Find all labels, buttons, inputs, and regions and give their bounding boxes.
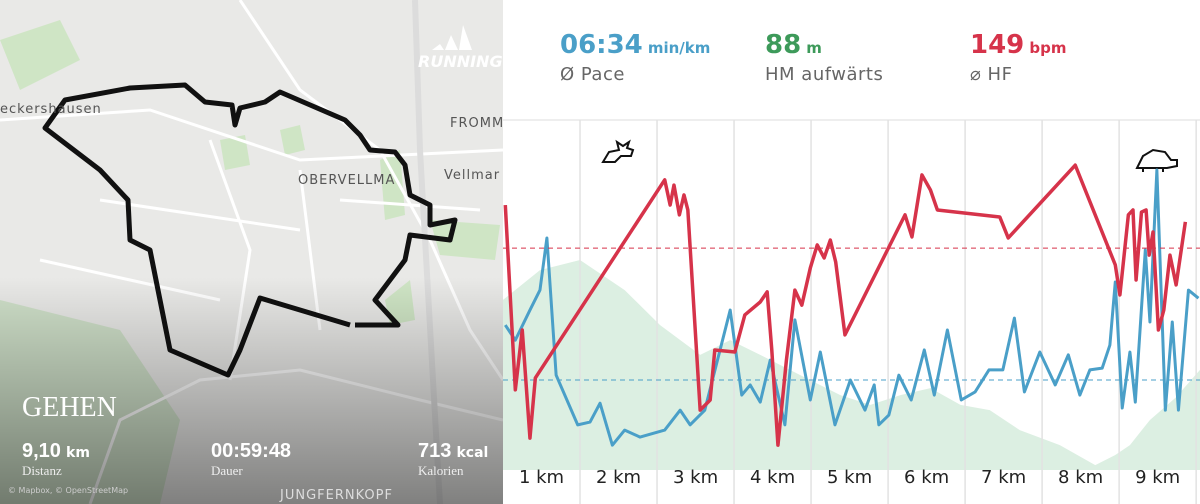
brand: RUNNING bbox=[418, 52, 503, 71]
x-tick-label: 1 km bbox=[519, 467, 564, 488]
x-tick-label: 5 km bbox=[827, 467, 872, 488]
summary-unit: km bbox=[66, 445, 90, 461]
place-label: eckershausen bbox=[0, 102, 102, 117]
stat: 06:34 min/km Ø Pace bbox=[560, 30, 710, 85]
chart: 1 km 2 km 3 km 4 km 5 km 6 km 7 km 8 km 9 km bbox=[503, 119, 1200, 504]
x-tick-label: 7 km bbox=[981, 467, 1026, 488]
stat-label: Ø Pace bbox=[560, 64, 625, 85]
stat: 88 m HM aufwärts bbox=[765, 30, 883, 85]
stat-unit: bpm bbox=[1029, 39, 1067, 57]
stat: 149 bpm ⌀ HF bbox=[970, 30, 1066, 85]
x-tick-label: 4 km bbox=[750, 467, 795, 488]
x-tick-label: 9 km bbox=[1135, 467, 1180, 488]
rabbit-icon bbox=[601, 139, 635, 163]
stat-value: 88 bbox=[765, 30, 802, 60]
stat-unit: m bbox=[806, 39, 822, 57]
summary-value: 713 bbox=[418, 440, 452, 462]
place-label: Vellmar bbox=[444, 168, 501, 183]
summary-item: 713 kcal Kalorien bbox=[418, 440, 488, 479]
x-tick-label: 6 km bbox=[904, 467, 949, 488]
stat-value: 06:34 bbox=[560, 30, 643, 60]
summary-value: 9,10 bbox=[22, 440, 61, 462]
x-tick-label: 8 km bbox=[1058, 467, 1103, 488]
stat-value: 149 bbox=[970, 30, 1025, 60]
place-label: JUNGFERNKOPF bbox=[280, 488, 393, 503]
summary-item: 00:59:48 Dauer bbox=[211, 440, 291, 479]
place-label: OBERVELLMA bbox=[298, 173, 396, 188]
series-line bbox=[504, 168, 1200, 447]
map-graphics bbox=[0, 0, 503, 504]
place-label: FROMM bbox=[450, 116, 503, 131]
stat-label: ⌀ HF bbox=[970, 64, 1013, 85]
summary-unit: kcal bbox=[456, 445, 489, 461]
brand-logo bbox=[432, 25, 472, 50]
summary-label: Kalorien bbox=[418, 463, 464, 478]
stat-label: HM aufwärts bbox=[765, 64, 884, 85]
elevation-area bbox=[503, 260, 1200, 470]
activity: GEHEN bbox=[22, 392, 117, 423]
turtle-icon bbox=[1135, 148, 1178, 172]
x-tick-label: 3 km bbox=[673, 467, 718, 488]
shade bbox=[0, 0, 503, 504]
x-tick-label: 2 km bbox=[596, 467, 641, 488]
attribution: © Mapbox, © OpenStreetMap bbox=[8, 486, 129, 495]
stat-unit: min/km bbox=[647, 39, 711, 57]
summary-item: 9,10 km Distanz bbox=[22, 440, 90, 479]
summary-label: Dauer bbox=[211, 463, 243, 478]
summary-label: Distanz bbox=[22, 463, 62, 478]
summary-value: 00:59:48 bbox=[211, 440, 292, 462]
map: RUNNING eckershausen FROMM OBERVELLMA Ve… bbox=[0, 0, 503, 504]
series-line bbox=[503, 163, 1188, 447]
